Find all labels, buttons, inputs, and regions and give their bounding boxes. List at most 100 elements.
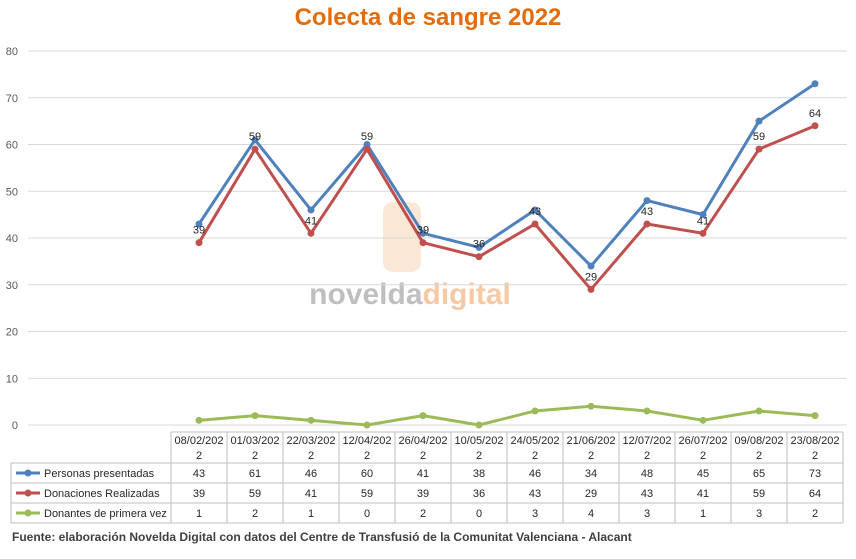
table-cell-value: 2 <box>420 508 426 520</box>
category-label-line2: 2 <box>196 450 202 462</box>
table-cell-value: 2 <box>252 508 258 520</box>
series-1-point <box>195 239 203 247</box>
table-cell-value: 59 <box>361 488 373 500</box>
data-label: 39 <box>193 225 205 237</box>
y-tick-label: 10 <box>6 373 18 385</box>
table-cell-value: 2 <box>812 508 818 520</box>
category-label-line2: 2 <box>252 450 258 462</box>
series-1-point <box>307 229 315 237</box>
table-cell-value: 39 <box>417 488 429 500</box>
y-tick-label: 50 <box>6 186 18 198</box>
watermark-text: noveldadigital <box>309 278 511 311</box>
series-0-point <box>811 80 819 88</box>
table-cell-value: 1 <box>196 508 202 520</box>
table-cell-value: 39 <box>193 488 205 500</box>
series-line-0 <box>197 82 816 268</box>
legend-key-marker <box>24 469 32 477</box>
series-1-point <box>363 145 371 153</box>
gridlines <box>28 50 847 426</box>
category-label-line1: 10/05/202 <box>455 435 504 447</box>
series-2-point <box>475 421 483 429</box>
table-cell-value: 41 <box>305 488 317 500</box>
y-tick-label: 40 <box>6 233 18 245</box>
y-tick-label: 30 <box>6 280 18 292</box>
y-tick-label: 70 <box>6 93 18 105</box>
series-0-point <box>251 136 259 144</box>
data-label: 59 <box>249 131 261 143</box>
table-cell-value: 73 <box>809 468 821 480</box>
table-cell-value: 0 <box>364 508 370 520</box>
series-2-point <box>755 407 763 415</box>
table-cell-value: 60 <box>361 468 373 480</box>
data-label: 59 <box>753 131 765 143</box>
table-cell-value: 43 <box>529 488 541 500</box>
series-0-point <box>755 117 763 125</box>
table-cell-value: 4 <box>588 508 594 520</box>
legend-series-name: Personas presentadas <box>44 468 155 480</box>
category-label-line2: 2 <box>420 450 426 462</box>
table-cell-value: 48 <box>641 468 653 480</box>
data-label: 41 <box>305 215 317 227</box>
table-cell-value: 43 <box>641 488 653 500</box>
series-2-point <box>699 416 707 424</box>
category-label-line1: 23/08/202 <box>791 435 840 447</box>
series-2-point <box>811 412 819 420</box>
table-cell-value: 46 <box>305 468 317 480</box>
source-note: Fuente: elaboración Novelda Digital con … <box>12 530 632 544</box>
table-cell-value: 38 <box>473 468 485 480</box>
series-1-point <box>475 253 483 261</box>
table-cell-value: 3 <box>756 508 762 520</box>
data-label: 39 <box>417 225 429 237</box>
category-label-line2: 2 <box>812 450 818 462</box>
table-cell-value: 43 <box>193 468 205 480</box>
y-tick-label: 60 <box>6 140 18 152</box>
series-layer <box>195 80 819 429</box>
series-1-point <box>643 220 651 228</box>
data-label: 41 <box>697 215 709 227</box>
category-label-line1: 09/08/202 <box>735 435 784 447</box>
watermark-word-digital: digital <box>423 278 511 311</box>
series-1-point <box>587 285 595 293</box>
series-0-point <box>307 206 315 214</box>
novelda-digital-watermark: noveldadigital <box>309 202 511 311</box>
y-tick-label: 0 <box>12 420 18 432</box>
data-label: 43 <box>529 206 541 218</box>
table-cell-value: 59 <box>753 488 765 500</box>
y-tick-label: 80 <box>6 46 18 58</box>
table-cell-value: 41 <box>697 488 709 500</box>
category-label-line1: 24/05/202 <box>511 435 560 447</box>
data-label: 43 <box>641 206 653 218</box>
category-label-line1: 26/07/202 <box>679 435 728 447</box>
table-cell-value: 41 <box>417 468 429 480</box>
category-label-line2: 2 <box>644 450 650 462</box>
series-0-point <box>699 211 707 219</box>
table-cell-value: 1 <box>308 508 314 520</box>
table-cell-value: 61 <box>249 468 261 480</box>
series-2-point <box>363 421 371 429</box>
watermark-word-novelda: novelda <box>309 278 423 311</box>
category-label-line1: 26/04/202 <box>399 435 448 447</box>
category-label-line1: 21/06/202 <box>567 435 616 447</box>
legend-series-name: Donaciones Realizadas <box>44 488 160 500</box>
category-label-line2: 2 <box>532 450 538 462</box>
table-cell-value: 65 <box>753 468 765 480</box>
legend-series-name: Donantes de primera vez <box>44 508 167 520</box>
data-label: 29 <box>585 271 597 283</box>
table-cell-value: 1 <box>700 508 706 520</box>
series-0-point <box>531 206 539 214</box>
data-labels: 39 59 41 59 39 36 43 29 43 41 59 64 <box>193 108 821 284</box>
series-0-point <box>419 229 427 237</box>
series-1-point <box>419 239 427 247</box>
category-label-line2: 2 <box>756 450 762 462</box>
legend-key-marker <box>24 489 32 497</box>
legend-key-marker <box>24 509 32 517</box>
category-label-line2: 2 <box>364 450 370 462</box>
table-cell-value: 29 <box>585 488 597 500</box>
category-label-line2: 2 <box>700 450 706 462</box>
series-1-point <box>251 145 259 153</box>
chart-title: Colecta de sangre 2022 <box>294 4 562 31</box>
series-2-point <box>419 412 427 420</box>
series-2-point <box>251 412 259 420</box>
table-cell-value: 34 <box>585 468 597 480</box>
y-tick-label: 20 <box>6 327 18 339</box>
